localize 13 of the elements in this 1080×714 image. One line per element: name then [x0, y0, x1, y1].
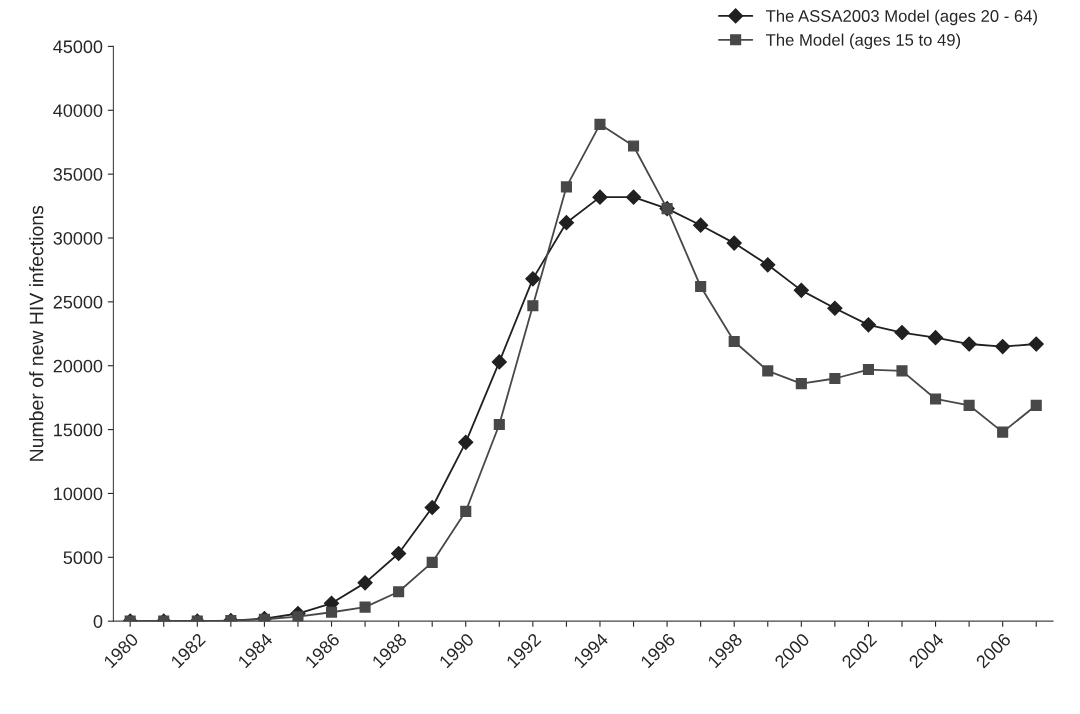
- y-tick-label: 30000: [53, 231, 103, 245]
- y-tick-label: 25000: [53, 295, 103, 309]
- y-axis-title: Number of new HIV infections: [29, 205, 44, 461]
- y-tick-label: 20000: [53, 359, 103, 373]
- legend-label: The Model (ages 15 to 49): [766, 33, 961, 50]
- y-tick-label: 15000: [54, 423, 103, 437]
- y-tick-label: 0: [93, 615, 103, 628]
- y-tick-label: 35000: [53, 168, 103, 181]
- y-tick-label: 45000: [53, 40, 103, 54]
- y-tick-label: 5000: [63, 551, 103, 565]
- y-tick-label: 10000: [54, 487, 103, 501]
- y-tick-label: 40000: [53, 104, 103, 117]
- legend-label: The ASSA2003 Model (ages 20 - 64): [766, 9, 1037, 26]
